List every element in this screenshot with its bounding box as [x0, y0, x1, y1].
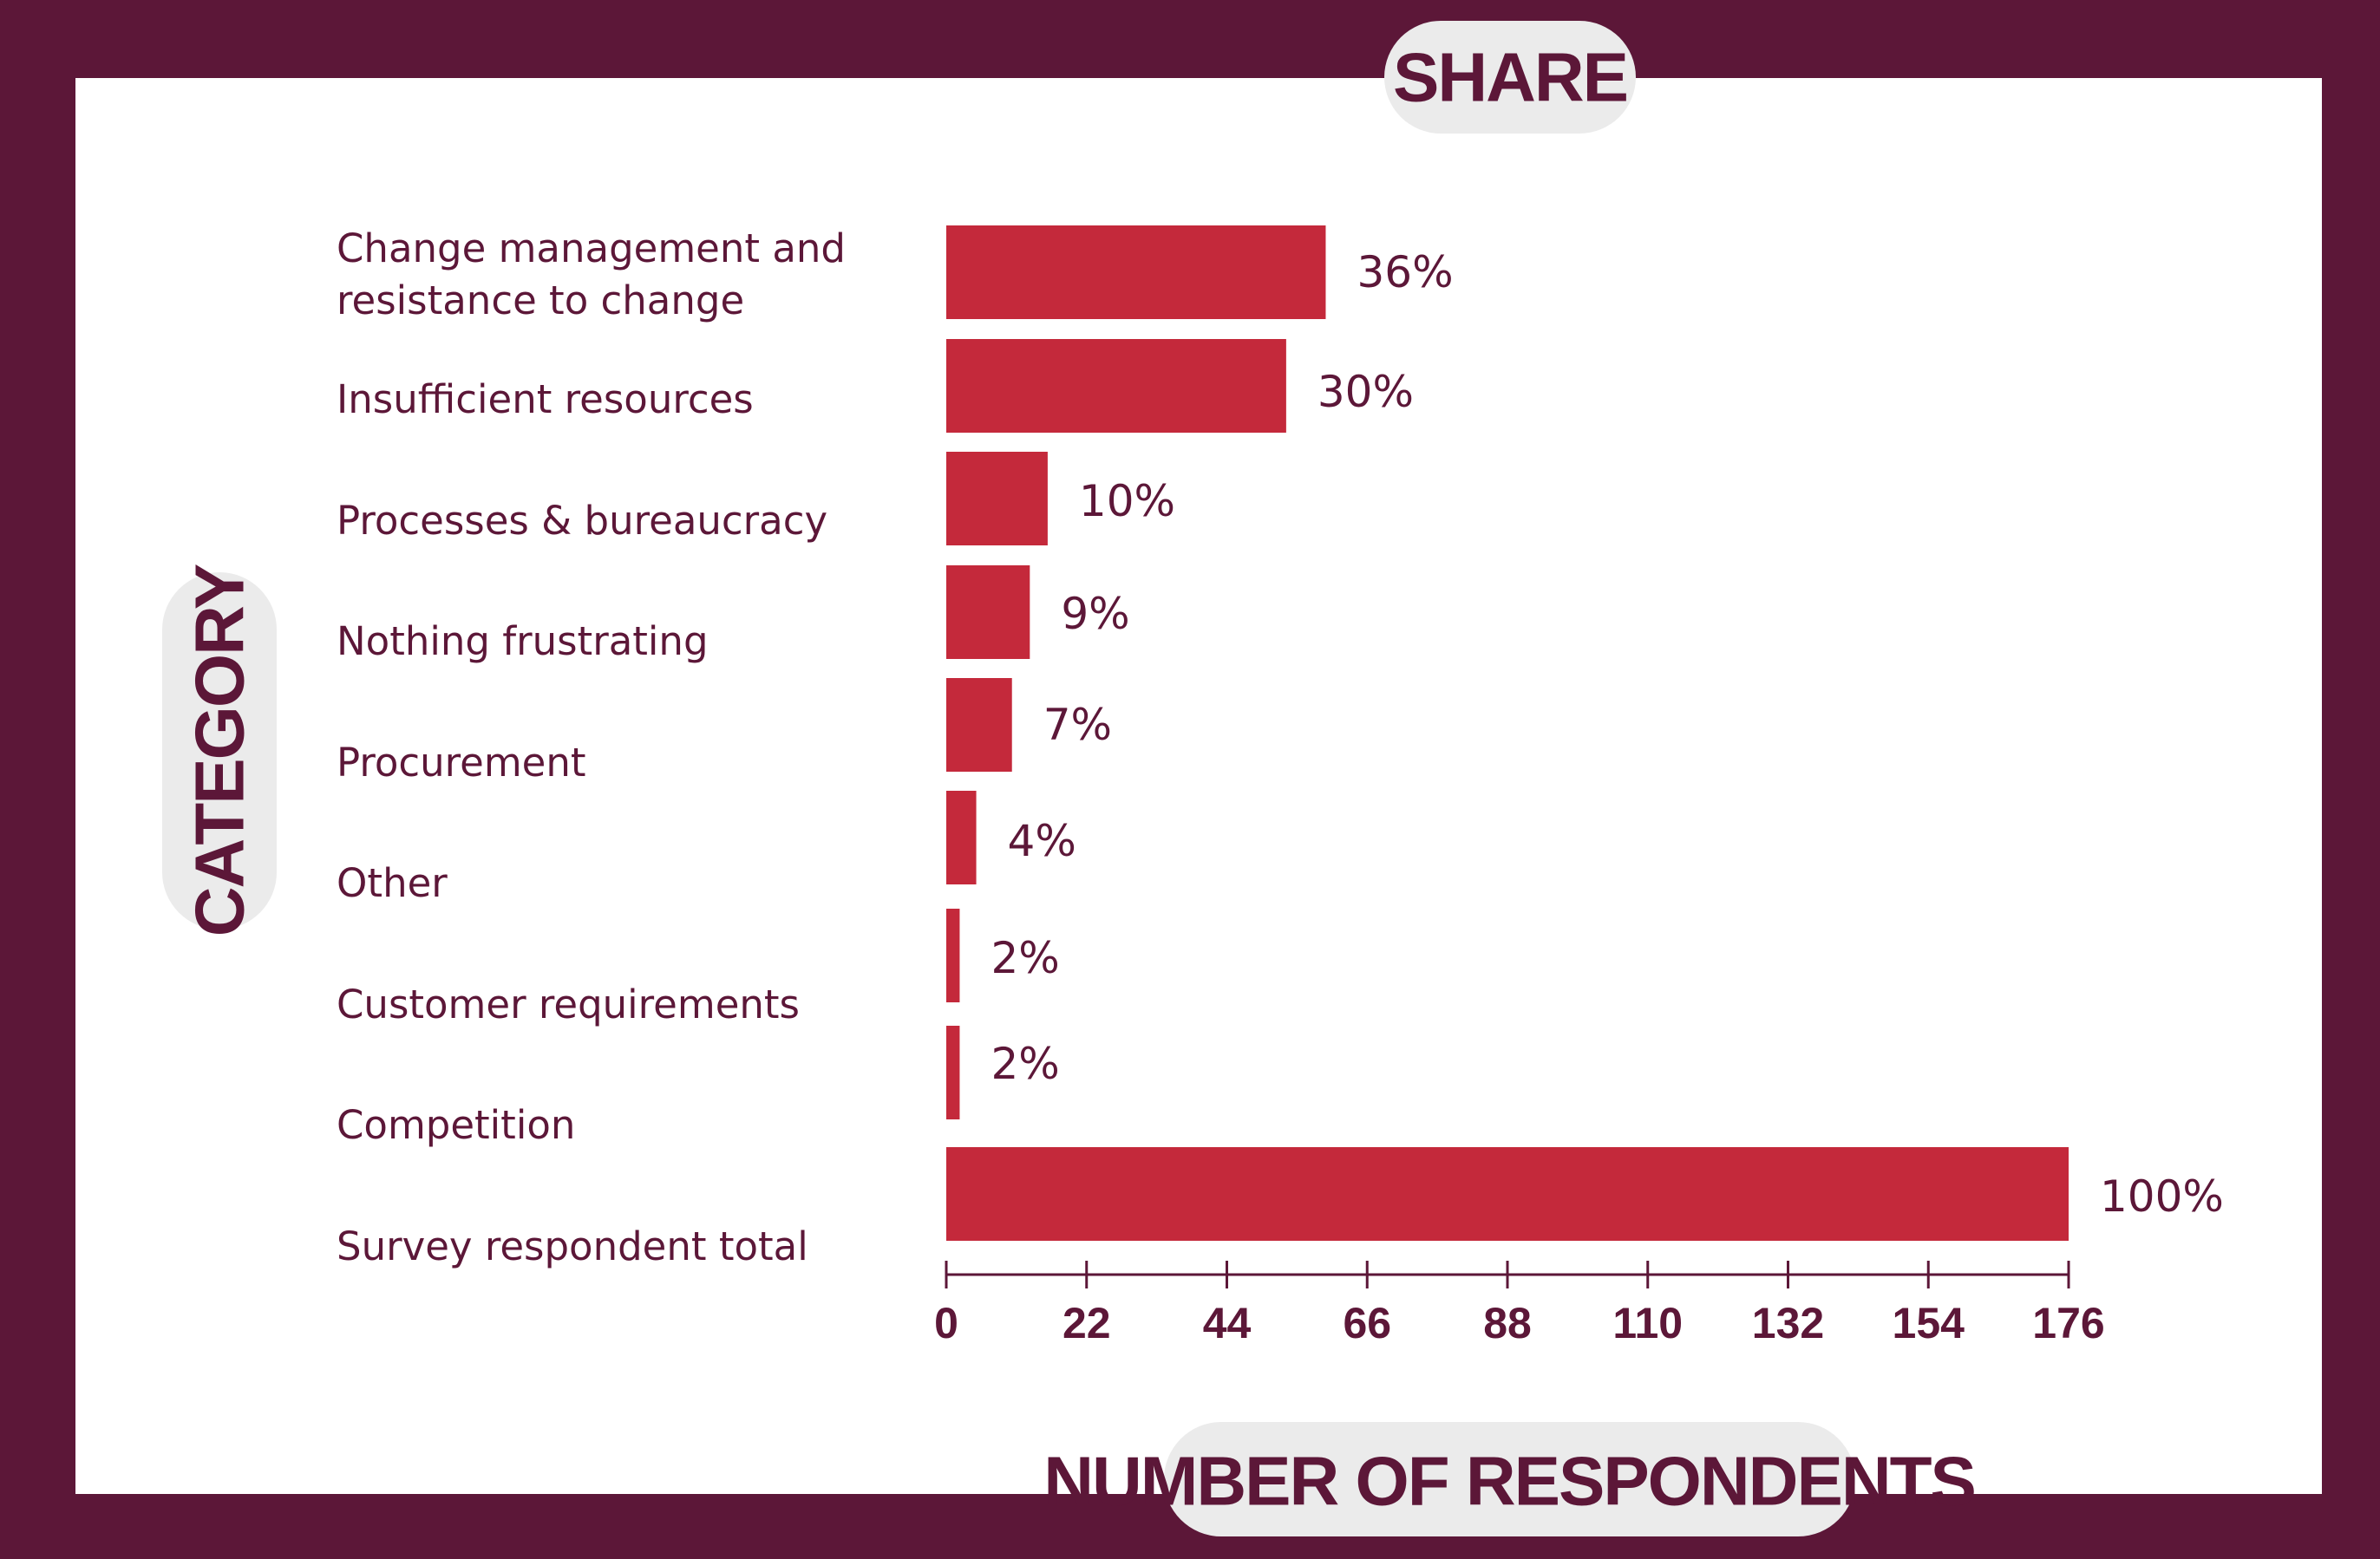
x-tick-label: 154	[1893, 1299, 1965, 1347]
category-label: Other	[337, 860, 448, 906]
category-label: Survey respondent total	[337, 1223, 808, 1269]
category-label: Nothing frustrating	[337, 618, 709, 664]
y-axis-title: CATEGORY	[181, 564, 258, 936]
data-label: 2%	[991, 933, 1059, 983]
category-label: Customer requirements	[337, 982, 800, 1027]
x-tick-label: 88	[1483, 1299, 1532, 1347]
data-label: 100%	[2100, 1171, 2224, 1222]
data-label: 36%	[1357, 247, 1453, 297]
bar	[946, 1026, 960, 1119]
category-pill: CATEGORY	[162, 564, 277, 936]
share-header: SHARE	[1393, 39, 1627, 116]
category-pill-background	[162, 572, 277, 930]
x-axis: 0 22 44 66 88 110 132 154 176	[934, 1261, 2105, 1347]
x-tick-label: 22	[1062, 1299, 1111, 1347]
category-label: Change management and	[337, 225, 846, 271]
bar	[946, 452, 1048, 545]
x-tick-label: 44	[1203, 1299, 1252, 1347]
data-label: 7%	[1043, 700, 1112, 750]
category-label: Insufficient resources	[337, 376, 754, 422]
x-tick-label: 176	[2032, 1299, 2104, 1347]
respondents-pill: NUMBER OF RESPONDENTS	[1043, 1422, 1977, 1536]
data-label: 2%	[991, 1039, 1059, 1089]
x-axis-title: NUMBER OF RESPONDENTS	[1043, 1443, 1975, 1520]
data-label: 10%	[1079, 476, 1175, 526]
bar	[946, 1147, 2069, 1241]
category-label: Procurement	[337, 740, 586, 786]
x-tick-label: 0	[934, 1299, 958, 1347]
bar	[946, 909, 960, 1002]
data-label: 9%	[1061, 589, 1129, 639]
x-tick-label: 110	[1612, 1299, 1683, 1347]
respondents-pill-background	[1164, 1422, 1855, 1536]
bar	[946, 565, 1030, 659]
category-label: Competition	[337, 1102, 575, 1148]
bars-layer: 36% Change management and resistance to ch…	[337, 225, 2224, 1269]
bar	[946, 678, 1012, 772]
x-tick-label: 132	[1752, 1299, 1824, 1347]
category-label: resistance to change	[337, 277, 744, 323]
bar	[946, 339, 1286, 433]
category-label: Processes & bureaucracy	[337, 498, 827, 544]
share-pill-background	[1384, 21, 1636, 134]
data-label: 4%	[1008, 816, 1076, 866]
share-pill: SHARE	[1384, 21, 1636, 134]
bar	[946, 791, 977, 884]
bar	[946, 225, 1326, 319]
data-label: 30%	[1318, 367, 1414, 417]
x-tick-label: 66	[1343, 1299, 1391, 1347]
